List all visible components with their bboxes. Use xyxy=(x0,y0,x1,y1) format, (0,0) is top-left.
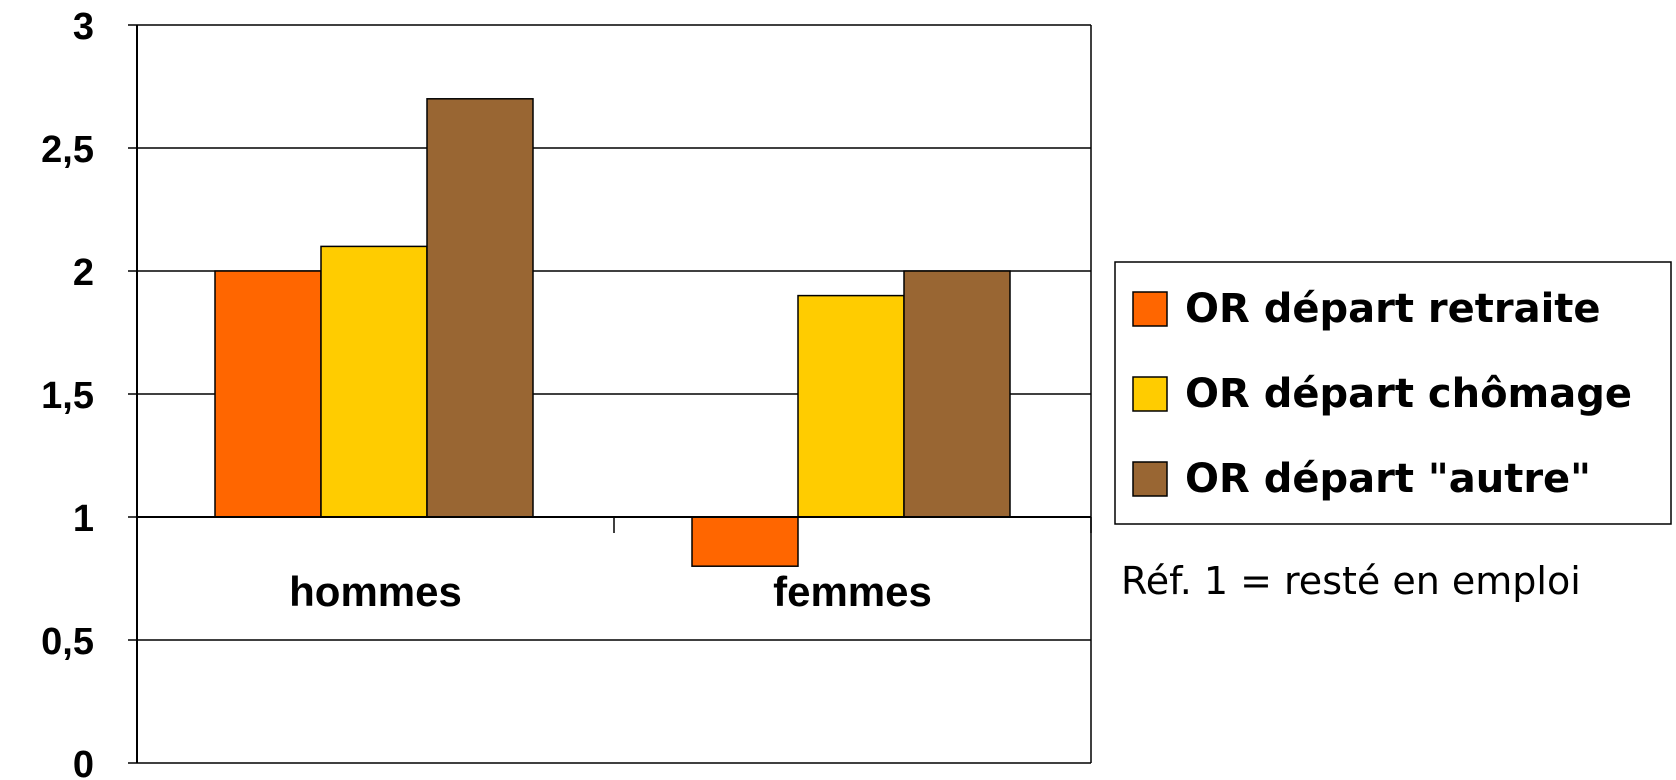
legend: OR départ retraite OR départ chômage OR dé… xyxy=(1114,261,1672,525)
y-tick-labels: 0 0,5 1 1,5 2 2,5 3 xyxy=(41,6,94,780)
category-labels: hommes femmes xyxy=(289,568,932,615)
legend-label: OR départ "autre" xyxy=(1185,456,1591,502)
bar xyxy=(214,270,322,518)
legend-swatch xyxy=(1132,376,1168,412)
bars xyxy=(214,98,1011,567)
y-tick-label: 0,5 xyxy=(41,621,94,663)
axes xyxy=(128,24,1092,764)
y-tick-label: 3 xyxy=(73,6,94,48)
y-tick-label: 0 xyxy=(73,744,94,780)
bar xyxy=(320,245,428,518)
bar xyxy=(691,516,799,567)
reference-note: Réf. 1 = resté en emploi xyxy=(1121,559,1581,603)
legend-box xyxy=(1114,261,1672,525)
y-tick-label: 2,5 xyxy=(41,129,94,171)
bar xyxy=(797,294,905,518)
legend-label: OR départ retraite xyxy=(1185,286,1601,332)
category-label: femmes xyxy=(773,568,932,615)
legend-swatch xyxy=(1132,291,1168,327)
category-label: hommes xyxy=(289,568,462,615)
bar xyxy=(426,98,534,518)
legend-label: OR départ chômage xyxy=(1185,371,1632,417)
y-tick-label: 2 xyxy=(73,252,94,294)
bar xyxy=(903,270,1011,518)
y-tick-label: 1,5 xyxy=(41,375,94,417)
legend-swatch xyxy=(1132,461,1168,497)
y-tick-label: 1 xyxy=(73,498,94,540)
